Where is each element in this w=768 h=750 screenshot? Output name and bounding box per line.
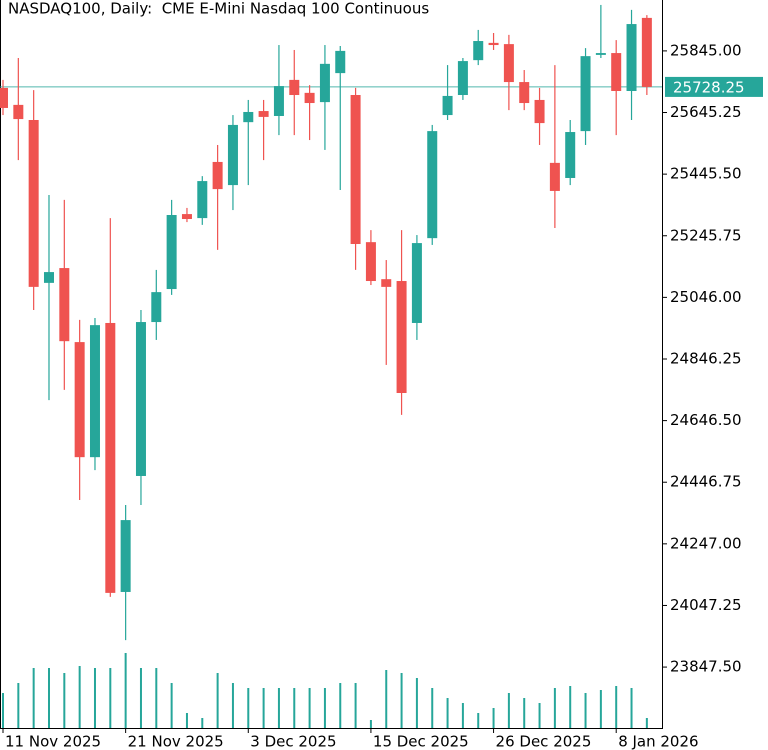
candle-body <box>120 520 131 592</box>
x-tick-label: 8 Jan 2026 <box>618 733 698 750</box>
candle-body <box>396 281 407 393</box>
candle-body <box>381 279 392 287</box>
candle-body <box>181 214 192 220</box>
candle-body <box>0 87 8 108</box>
candle-body <box>427 131 438 239</box>
price-label: 25728.25 <box>673 78 745 96</box>
candle-body <box>319 63 330 103</box>
y-tick-label: 24646.50 <box>670 411 742 429</box>
candle-body <box>212 161 223 190</box>
x-tick-label: 15 Dec 2025 <box>373 733 469 750</box>
candle-body <box>258 111 269 117</box>
candle-body <box>28 119 39 287</box>
candle-body <box>411 243 422 323</box>
candle-body <box>197 181 208 219</box>
x-tick-label: 21 Nov 2025 <box>128 733 224 750</box>
candle-body <box>595 53 606 55</box>
y-tick-label: 23847.50 <box>670 658 742 676</box>
chart-title: NASDAQ100, Daily: CME E-Mini Nasdaq 100 … <box>8 0 429 18</box>
candle-body <box>243 111 254 123</box>
y-tick-label: 24846.25 <box>670 349 742 367</box>
candle-body <box>59 268 70 342</box>
candle-body <box>350 95 361 245</box>
candle-body <box>289 79 300 96</box>
y-tick-label: 24047.25 <box>670 596 742 614</box>
y-tick-label: 25645.25 <box>670 103 742 121</box>
candle-body <box>549 162 560 191</box>
candle-body <box>273 86 284 116</box>
candle-body <box>565 132 576 178</box>
candle-body <box>519 82 530 104</box>
x-tick-label: 3 Dec 2025 <box>250 733 336 750</box>
candle-body <box>74 342 85 458</box>
y-tick-label: 24247.00 <box>670 534 742 552</box>
candle-body <box>227 124 238 186</box>
candle-body <box>135 322 146 476</box>
price-label-box <box>665 76 763 97</box>
candle-body <box>13 104 24 120</box>
x-tick-label: 11 Nov 2025 <box>5 733 101 750</box>
y-tick-label: 25445.50 <box>670 165 742 183</box>
candle-body <box>105 322 116 593</box>
candle-body <box>89 325 100 458</box>
candle-body <box>166 215 177 290</box>
candle-body <box>335 50 346 74</box>
candle-body <box>457 61 468 96</box>
candle-body <box>151 292 162 323</box>
candle-body <box>641 17 652 87</box>
candle-body <box>43 272 54 283</box>
candle-body <box>365 242 376 282</box>
candle-body <box>442 95 453 116</box>
candle-body <box>611 53 622 91</box>
candle-body <box>473 41 484 61</box>
candle-body <box>534 99 545 124</box>
candle-body <box>626 24 637 91</box>
candle-body <box>580 56 591 132</box>
candle-body <box>503 44 514 83</box>
y-tick-label: 25845.00 <box>670 41 742 59</box>
y-tick-label: 24446.75 <box>670 473 742 491</box>
candle-body <box>304 92 315 104</box>
x-tick-label: 26 Dec 2025 <box>496 733 592 750</box>
y-tick-label: 25046.00 <box>670 288 742 306</box>
candle-body <box>488 42 499 46</box>
y-tick-label: 25245.75 <box>670 226 742 244</box>
